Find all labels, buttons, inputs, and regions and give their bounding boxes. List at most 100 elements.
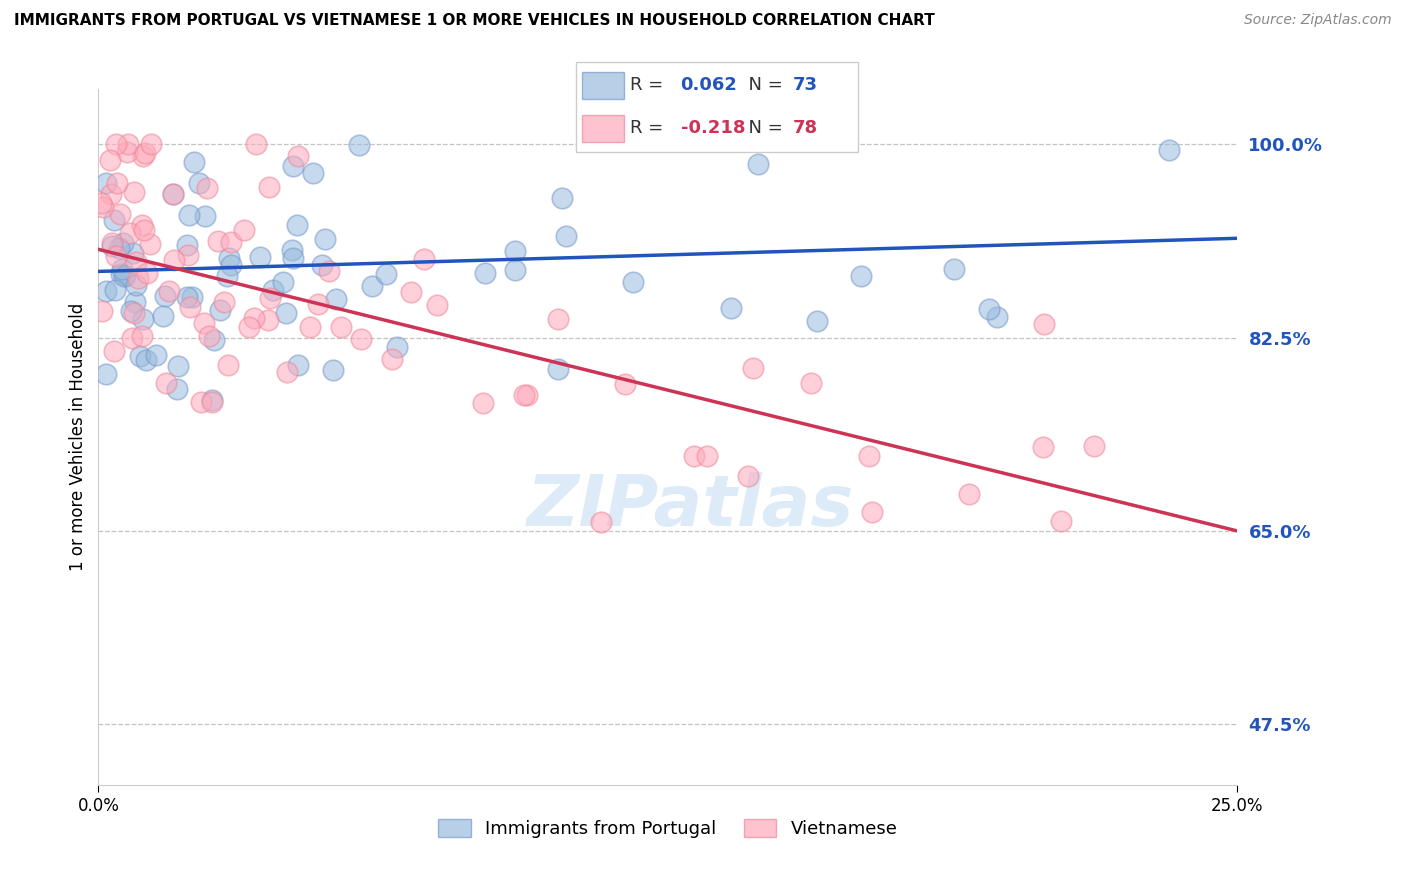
Point (127, 271, 149, 285)
Point (124, 306, 146, 320)
Text: 78: 78 (793, 120, 818, 137)
Text: -0.218: -0.218 (681, 120, 745, 137)
Point (474, 266, 496, 280)
Point (198, 328, 221, 343)
Point (311, 258, 333, 272)
Point (135, 266, 157, 280)
Point (125, 278, 148, 293)
Point (166, 382, 188, 396)
Point (322, 362, 344, 376)
Point (162, 187, 184, 202)
Point (110, 268, 132, 282)
Point (105, 249, 128, 263)
Point (957, 487, 980, 501)
Point (190, 394, 212, 409)
Point (1083, 439, 1105, 453)
Point (800, 376, 823, 391)
Point (280, 243, 302, 257)
Point (249, 251, 271, 265)
Point (1157, 143, 1180, 157)
Point (121, 246, 143, 260)
Point (176, 237, 198, 252)
Point (554, 228, 576, 243)
Point (858, 449, 880, 463)
Text: 0.062: 0.062 (681, 76, 737, 95)
Point (195, 181, 218, 195)
Point (94, 367, 117, 381)
Point (233, 223, 256, 237)
Point (285, 218, 308, 232)
Point (806, 314, 828, 328)
Point (257, 313, 280, 327)
Y-axis label: 1 or more Vehicles in Household: 1 or more Vehicles in Household (69, 303, 87, 571)
Text: Source: ZipAtlas.com: Source: ZipAtlas.com (1244, 13, 1392, 28)
Point (329, 320, 352, 334)
Point (259, 291, 281, 305)
Point (413, 252, 436, 266)
Point (849, 268, 872, 283)
Point (471, 396, 494, 410)
Point (121, 331, 143, 345)
Point (201, 392, 224, 407)
Point (183, 155, 205, 169)
Point (276, 365, 298, 379)
Point (375, 267, 398, 281)
Point (238, 320, 260, 334)
Point (381, 352, 404, 367)
Point (426, 298, 449, 312)
Point (139, 236, 162, 251)
Point (349, 332, 371, 346)
Point (100, 239, 122, 253)
Point (696, 449, 718, 463)
Point (100, 187, 122, 202)
Point (120, 226, 142, 240)
Point (103, 213, 125, 227)
Point (177, 208, 200, 222)
Point (347, 138, 370, 153)
Point (176, 290, 198, 304)
Point (218, 251, 240, 265)
Point (193, 317, 215, 331)
Point (131, 329, 153, 343)
Point (613, 376, 636, 391)
Text: R =: R = (630, 76, 669, 95)
Point (215, 268, 238, 283)
Point (94, 284, 117, 298)
Point (176, 247, 198, 261)
Point (90, 196, 112, 211)
Point (219, 235, 242, 250)
Point (157, 285, 180, 299)
Point (162, 187, 184, 202)
Point (513, 388, 536, 402)
Point (516, 388, 538, 402)
Point (325, 292, 347, 306)
Point (503, 263, 526, 277)
Point (132, 149, 155, 163)
Point (207, 234, 229, 248)
Point (986, 310, 1008, 324)
Point (209, 302, 232, 317)
Point (105, 176, 128, 190)
Point (281, 159, 304, 173)
Point (274, 306, 297, 320)
Point (547, 312, 569, 326)
Point (257, 180, 280, 194)
Point (547, 361, 569, 376)
Point (243, 310, 266, 325)
Point (747, 157, 769, 171)
Point (1031, 440, 1053, 454)
Point (112, 269, 135, 284)
Point (401, 285, 423, 299)
Point (860, 506, 883, 520)
Point (302, 166, 325, 180)
Point (115, 145, 138, 159)
Point (134, 145, 156, 160)
Point (132, 223, 155, 237)
Point (112, 235, 135, 250)
Point (245, 137, 267, 152)
Text: N =: N = (737, 120, 789, 137)
Point (194, 209, 217, 223)
Point (167, 359, 190, 373)
Text: ZIPatlas: ZIPatlas (527, 472, 855, 541)
Point (153, 289, 176, 303)
